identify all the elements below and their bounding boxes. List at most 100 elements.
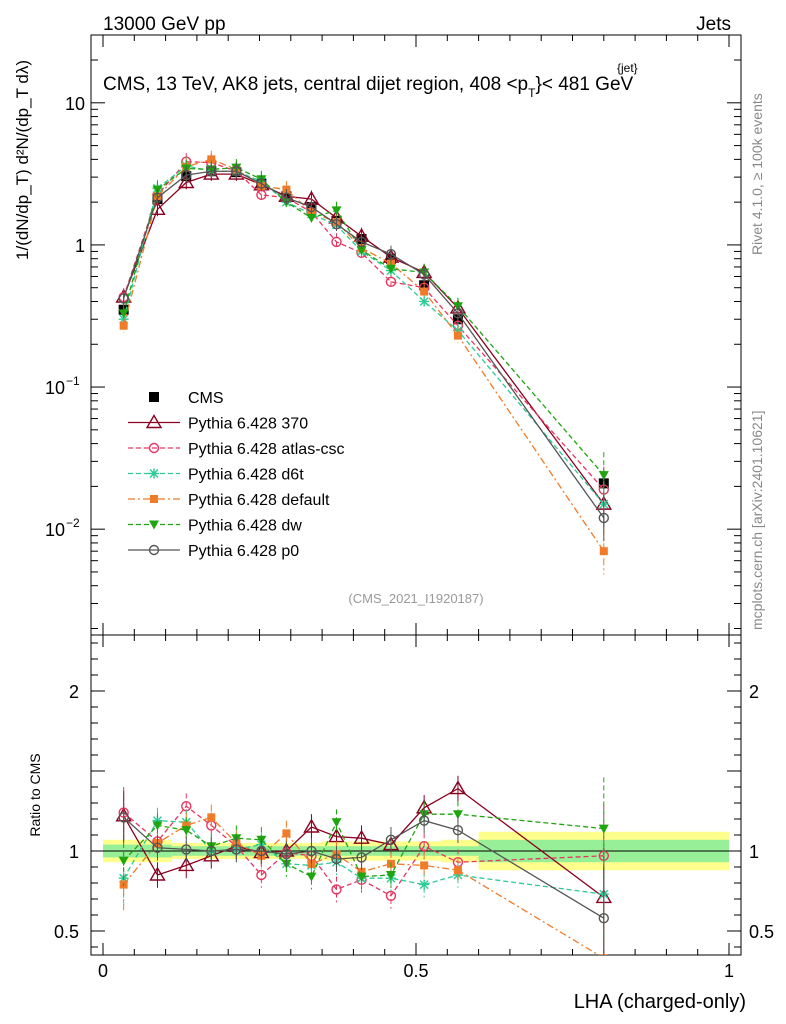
data-point	[385, 276, 397, 288]
ratio-point	[282, 829, 291, 838]
data-point	[231, 166, 242, 177]
ratio-y-tick-label: 2	[69, 682, 79, 702]
plot-title-sup: {jet}	[617, 61, 638, 75]
ratio-point	[256, 845, 267, 857]
data-point	[356, 246, 367, 256]
ratio-point	[453, 866, 462, 875]
series-pythia-6-428-default	[119, 150, 608, 575]
main-y-axis-label: 1/(dN/dp_T) d²N/(dp_T dλ)	[13, 60, 32, 260]
ratio-point	[353, 829, 370, 844]
ratio-point	[331, 818, 342, 828]
x-tick-label: 0	[98, 961, 108, 981]
ratio-point	[303, 818, 320, 833]
ratio-point	[206, 845, 217, 857]
plot-title-sub: T	[528, 86, 536, 100]
series-pythia-6-428-p0	[118, 162, 609, 542]
ratio-point	[181, 844, 192, 855]
data-point	[599, 547, 608, 556]
data-point	[452, 308, 464, 319]
series-line	[123, 173, 605, 505]
legend: CMS Pythia 6.428 370 Pythia 6.428 atlas-cs…	[128, 390, 345, 560]
x-tick-label: 0.5	[403, 961, 428, 981]
ratio-point	[306, 845, 317, 857]
legend-marker	[150, 495, 158, 503]
side-rivet-label: Rivet 4.1.0, ≥ 100k events	[749, 93, 765, 255]
ratio-frame	[90, 634, 742, 956]
legend-label: Pythia 6.428 p0	[188, 543, 299, 560]
ratio-point	[152, 821, 163, 831]
y-tick-label: 1	[75, 236, 85, 256]
y-tick-label: 10	[45, 378, 65, 398]
side-mcplots-label: mcplots.cern.ch [arXiv:2401.10621]	[749, 411, 765, 630]
data-point	[256, 178, 267, 189]
data-point	[207, 155, 216, 164]
ratio-point	[598, 824, 609, 834]
data-point	[418, 269, 430, 280]
ratio-point	[152, 842, 163, 853]
series-line	[123, 158, 605, 552]
ratio-point	[207, 813, 216, 822]
data-point	[419, 296, 430, 307]
data-point	[385, 264, 396, 274]
ratio-point	[598, 913, 609, 924]
data-point	[181, 169, 192, 181]
x-axis-label: LHA (charged-only)	[574, 991, 746, 1013]
data-point	[331, 206, 342, 216]
ratio-series-line	[123, 819, 604, 895]
ratio-point	[385, 871, 396, 880]
ratio-point	[256, 869, 267, 881]
ratio-point	[449, 780, 467, 795]
series-line	[123, 166, 605, 476]
data-point	[119, 321, 128, 330]
data-point	[453, 331, 462, 340]
ratio-point	[419, 879, 430, 890]
data-point	[306, 213, 317, 223]
ratio-series-line	[123, 787, 605, 898]
ratio-series-line	[123, 805, 604, 897]
ratio-panel: 0 0.5 1 0.5 0.5 1 1 2 2	[54, 634, 774, 981]
legend-marker	[149, 520, 159, 530]
ratio-series-line	[123, 816, 600, 955]
legend-label: Pythia 6.428 default	[188, 492, 330, 509]
ratio-point	[420, 861, 429, 870]
ratio-point	[418, 841, 430, 852]
y-tick-exponent: −2	[66, 516, 80, 530]
ratio-point	[306, 872, 317, 882]
data-point	[356, 236, 367, 248]
data-point	[385, 249, 397, 260]
analysis-tag: (CMS_2021_I1920187)	[348, 591, 483, 606]
data-point	[598, 471, 609, 481]
x-tick-label: 1	[724, 961, 734, 981]
series-pythia-6-428-atlas-csc	[118, 153, 609, 513]
ratio-series-pythia-6-428-p0	[118, 791, 609, 955]
data-point	[420, 287, 429, 296]
ratio-point	[356, 852, 367, 863]
ratio-point	[118, 856, 129, 866]
y-tick-label: 10	[65, 94, 85, 114]
ratio-point	[418, 815, 430, 826]
plot-title: CMS, 13 TeV, AK8 jets, central dijet reg…	[103, 74, 634, 100]
data-point	[281, 192, 292, 203]
legend-marker	[148, 544, 160, 556]
data-point	[331, 218, 342, 230]
ratio-y-tick-label-right: 1	[749, 842, 759, 862]
ratio-point	[181, 826, 192, 836]
legend-marker	[149, 392, 159, 402]
ratio-point	[178, 857, 195, 872]
data-point	[331, 236, 342, 248]
legend-label: Pythia 6.428 370	[188, 416, 308, 433]
legend-label: Pythia 6.428 d6t	[188, 467, 304, 484]
data-point	[306, 201, 317, 213]
data-point	[152, 192, 163, 203]
y-tick-label: 10	[45, 520, 65, 540]
ratio-point	[452, 825, 464, 836]
ratio-y-tick-label-right: 0.5	[749, 922, 774, 942]
header-energy: 13000 GeV pp	[103, 14, 226, 35]
plot-title-main: CMS, 13 TeV, AK8 jets, central dijet reg…	[103, 74, 528, 95]
ratio-point	[385, 834, 397, 845]
ratio-point	[356, 872, 367, 882]
ratio-point	[385, 890, 397, 901]
legend-label: Pythia 6.428 atlas-csc	[188, 441, 345, 458]
